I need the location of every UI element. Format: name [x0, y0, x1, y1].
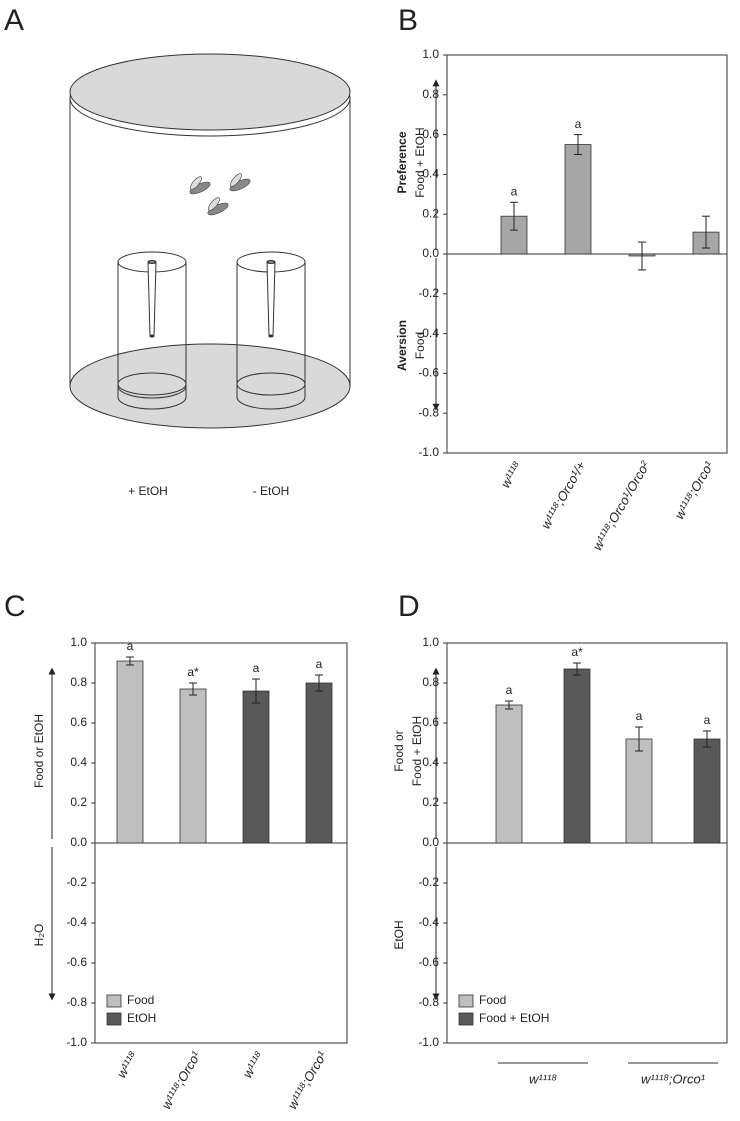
y-tick-label: 0.8 — [70, 675, 87, 689]
panel-label: A — [4, 4, 24, 37]
significance-letter: a — [253, 661, 260, 675]
y-tick-label: -0.6 — [418, 955, 439, 969]
x-tick-label: w¹¹¹⁸;Orco¹ — [641, 1071, 706, 1086]
significance-letter: a — [704, 713, 711, 727]
error-bar — [510, 201, 518, 231]
panel-label: B — [398, 4, 418, 37]
y-tick-label: 0.8 — [422, 675, 439, 689]
y-tick-label: 0.0 — [422, 246, 439, 260]
y-tick-label: 0.0 — [422, 835, 439, 849]
y-tick-label: 0.6 — [70, 715, 87, 729]
y-tick-label: -0.6 — [418, 366, 439, 380]
bar — [495, 704, 523, 844]
y-tick-label: 0.6 — [422, 715, 439, 729]
x-tick-label: w¹¹¹⁸;Orco¹ — [285, 1048, 330, 1112]
y-tick-label: -0.2 — [418, 875, 439, 889]
significance-letter: a — [511, 184, 518, 198]
y-axis-label: H₂O — [32, 924, 46, 947]
significance-letter: a — [127, 639, 134, 653]
legend-label: EtOH — [127, 1011, 156, 1025]
y-axis-title: Aversion — [395, 320, 409, 371]
y-tick-label: -0.4 — [418, 326, 439, 340]
x-tick-label: w¹¹¹⁸ — [498, 458, 525, 490]
error-bar — [638, 241, 646, 271]
y-axis-title: Preference — [395, 131, 409, 193]
y-tick-label: 0.4 — [422, 755, 439, 769]
y-axis-label: Food + EtOH — [413, 127, 427, 197]
y-tick-label: -0.8 — [418, 995, 439, 1009]
y-axis-label: Food or EtOH — [32, 714, 46, 788]
legend-swatch — [458, 994, 474, 1008]
diagram: A + EtOH - EtO — [4, 4, 351, 498]
y-tick-label: 0.4 — [422, 167, 439, 181]
y-tick-label: -1.0 — [66, 1035, 87, 1049]
panel-label: D — [398, 590, 420, 623]
error-bar — [574, 134, 582, 155]
x-tick-label: w¹¹¹⁸ — [240, 1048, 267, 1080]
y-tick-label: -0.8 — [418, 405, 439, 419]
x-tick-label: w¹¹¹⁸;Orco¹/+ — [538, 458, 589, 531]
bar — [242, 690, 270, 844]
error-bar — [315, 674, 323, 692]
x-tick-label: w¹¹¹⁸ — [529, 1071, 557, 1086]
error-bar — [573, 662, 581, 676]
legend-swatch — [106, 994, 122, 1008]
y-tick-label: 1.0 — [422, 635, 439, 649]
y-tick-label: 0.2 — [422, 206, 439, 220]
y-tick-label: -1.0 — [418, 445, 439, 459]
bar — [564, 144, 592, 255]
y-tick-label: 1.0 — [70, 635, 87, 649]
y-axis-label: Food + EtOH — [410, 716, 424, 786]
error-bar — [703, 730, 711, 748]
y-tick-label: 0.2 — [422, 795, 439, 809]
y-tick-label: -1.0 — [418, 1035, 439, 1049]
panel-label: C — [4, 590, 26, 623]
error-bar — [126, 656, 134, 666]
bar — [305, 682, 333, 844]
significance-letter: a — [575, 117, 582, 131]
y-tick-label: 0.2 — [70, 795, 87, 809]
bar — [179, 688, 207, 844]
legend-swatch — [458, 1012, 474, 1026]
x-tick-label: w¹¹¹⁸;Orco¹/Orco² — [589, 458, 652, 553]
error-bar — [702, 215, 710, 249]
legend-label: Food + EtOH — [479, 1011, 549, 1025]
y-axis-label: EtOH — [392, 920, 406, 949]
error-bar — [252, 678, 260, 704]
y-tick-label: -0.6 — [66, 955, 87, 969]
significance-letter: a — [316, 657, 323, 671]
y-axis-label: Food or — [392, 730, 406, 771]
x-tick-label: w¹¹¹⁸;Orco¹ — [672, 458, 717, 522]
bar — [693, 738, 721, 844]
y-tick-label: 0.0 — [70, 835, 87, 849]
error-bar — [635, 726, 643, 752]
diagram-label: + EtOH — [128, 484, 168, 498]
y-tick-label: -0.4 — [66, 915, 87, 929]
error-bar — [505, 700, 513, 710]
diagram-label: - EtOH — [253, 484, 290, 498]
legend-label: Food — [479, 993, 506, 1007]
legend-label: Food — [127, 993, 154, 1007]
bar — [625, 738, 653, 844]
error-bar — [189, 682, 197, 696]
y-tick-label: -0.2 — [66, 875, 87, 889]
x-tick-label: w¹¹¹⁸ — [114, 1048, 141, 1080]
bar — [116, 660, 144, 844]
y-axis-label: Food — [413, 332, 427, 359]
y-tick-label: -0.4 — [418, 915, 439, 929]
significance-letter: a* — [571, 645, 583, 659]
legend-swatch — [106, 1012, 122, 1026]
y-tick-label: 0.4 — [70, 755, 87, 769]
significance-letter: a — [506, 683, 513, 697]
significance-letter: a — [636, 709, 643, 723]
x-tick-label: w¹¹¹⁸;Orco¹ — [159, 1048, 204, 1112]
y-tick-label: 1.0 — [422, 47, 439, 61]
y-tick-label: 0.6 — [422, 127, 439, 141]
bar — [563, 668, 591, 844]
y-tick-label: -0.8 — [66, 995, 87, 1009]
significance-letter: a* — [187, 665, 199, 679]
y-tick-label: 0.8 — [422, 87, 439, 101]
y-tick-label: -0.2 — [418, 286, 439, 300]
